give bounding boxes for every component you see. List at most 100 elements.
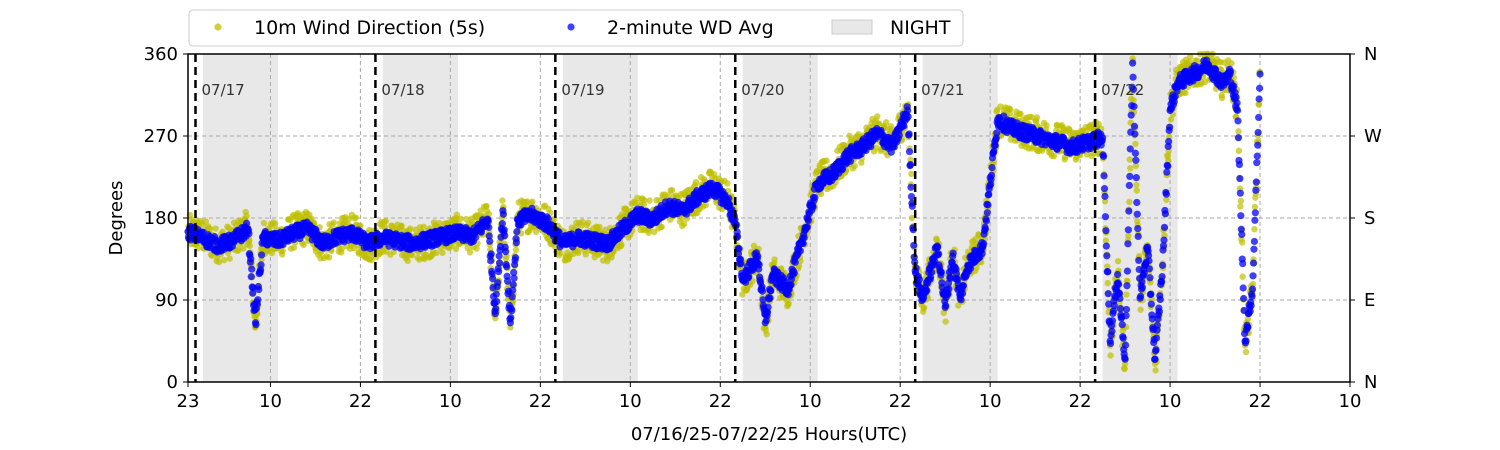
fill-point-1-85-6 [1244,323,1252,332]
fill-point-1-75-8 [1147,300,1155,308]
series-0 [184,50,1264,374]
fill-point-0-14-6 [382,217,389,225]
fill-point-1-71-5 [1116,294,1124,303]
x-tick-label-5: 10 [619,391,642,412]
fill-point-1-71-10 [1118,321,1126,329]
fill-point-0-73-2 [1130,96,1137,104]
fill-point-0-77-8 [1163,196,1170,203]
fill-point-0-25-31 [529,198,536,205]
fill-point-1-69-2 [1099,152,1108,161]
fill-point-1-73-13 [1135,256,1143,265]
fill-point-0-29-1 [575,249,582,257]
fill-point-1-73-7 [1132,156,1140,164]
fill-point-1-86-4 [1250,237,1259,246]
fill-point-1-73-6 [1131,149,1140,157]
fill-point-1-53-7 [907,183,915,191]
fill-point-0-15-30 [408,252,416,259]
fill-point-1-21-2 [485,223,493,231]
fill-point-1-21-7 [487,250,495,258]
fill-point-1-77-4 [1160,223,1169,231]
fill-point-0-72-11 [1127,165,1134,172]
fill-point-0-72-9 [1126,198,1133,206]
fill-point-0-15-21 [404,257,411,265]
y-tick-label-3: 270 [144,126,178,147]
fill-point-0-40-15 [739,291,746,298]
fill-point-1-55-19 [927,268,936,276]
fill-point-0-84-2 [1235,128,1242,135]
fill-point-0-35-1 [665,192,672,199]
fill-point-1-75-4 [1145,265,1154,273]
fill-point-0-53-8 [908,170,915,178]
fill-point-1-40-12 [737,259,745,268]
fill-point-1-45-14 [790,269,798,277]
fill-point-1-23-8 [503,263,511,271]
fill-point-0-27-27 [557,249,564,257]
fill-point-0-55-3 [920,304,928,311]
fill-point-1-46-26 [811,194,819,202]
fill-point-1-61-11 [984,201,992,209]
fill-point-1-53-3 [905,130,913,138]
legend-marker-2 [831,19,873,35]
fill-point-0-73-8 [1133,181,1140,189]
fill-point-0-71-15 [1121,365,1128,373]
fill-point-1-73-4 [1130,122,1139,130]
fill-point-1-72-2 [1122,312,1130,320]
legend-marker-0 [214,23,222,31]
fill-point-1-86-13 [1255,113,1263,122]
fill-point-1-45-27 [796,247,804,255]
fill-point-1-76-3 [1152,334,1161,342]
fill-point-0-85-2 [1242,348,1250,356]
fill-point-1-71-6 [1116,305,1125,313]
fill-point-1-4-10 [249,289,257,297]
fill-point-0-10-13 [325,254,333,261]
fill-point-1-77-13 [1165,137,1173,146]
fill-point-1-86-15 [1255,84,1264,92]
fill-point-1-70-1 [1106,339,1115,348]
day-label-5: 07/22 [1101,81,1144,99]
fill-point-1-72-5 [1123,267,1132,275]
fill-point-1-69-8 [1102,242,1110,250]
fill-point-0-84-11 [1239,273,1246,280]
fill-point-1-70-4 [1108,327,1116,335]
right-tick-label-4: N [1364,44,1377,65]
fill-point-1-71-12 [1119,334,1127,342]
fill-point-0-6-26 [271,220,279,227]
x-tick-label-4: 22 [529,391,552,412]
fill-point-0-74-1 [1137,306,1144,313]
fill-point-0-12-6 [352,214,359,221]
fill-point-1-73-10 [1133,210,1141,218]
fill-point-1-5-1 [252,321,260,329]
point-1-71 [1114,270,1122,279]
fill-point-0-1-27 [212,225,219,232]
fill-point-0-34-3 [651,228,658,236]
fill-point-1-72-1 [1121,341,1130,349]
fill-point-1-61-8 [982,217,991,225]
x-tick-label-13: 10 [1339,391,1362,412]
fill-point-1-72-10 [1126,172,1134,181]
fill-point-1-22-3 [493,297,501,306]
fill-point-1-86-1 [1249,272,1257,280]
fill-point-1-72-13 [1127,111,1135,119]
fill-point-1-46-22 [809,203,817,211]
x-tick-label-0: 23 [177,391,200,412]
fill-point-1-69-6 [1101,213,1110,221]
fill-point-0-33-23 [645,229,652,236]
fill-point-1-41-13 [745,272,753,280]
fill-point-0-73-7 [1132,162,1140,170]
fill-point-0-69-7 [1102,237,1110,244]
fill-point-1-43-10 [766,294,774,302]
fill-point-0-69-5 [1101,198,1109,205]
fill-point-1-46-3 [800,234,808,242]
fill-point-1-85-13 [1247,301,1255,310]
fill-point-1-72-8 [1125,207,1133,215]
fill-point-0-86-5 [1251,203,1259,211]
fill-point-1-86-8 [1252,178,1260,186]
legend-label-0: 10m Wind Direction (5s) [254,17,485,39]
fill-point-0-64-20 [1033,114,1041,121]
legend-label-2: NIGHT [890,17,951,39]
fill-point-1-73-1 [1129,73,1137,81]
fill-point-1-22-2 [492,290,500,298]
fill-point-1-83-14 [1233,105,1241,113]
legend-marker-1 [567,23,575,31]
fill-point-0-72-10 [1126,156,1133,163]
